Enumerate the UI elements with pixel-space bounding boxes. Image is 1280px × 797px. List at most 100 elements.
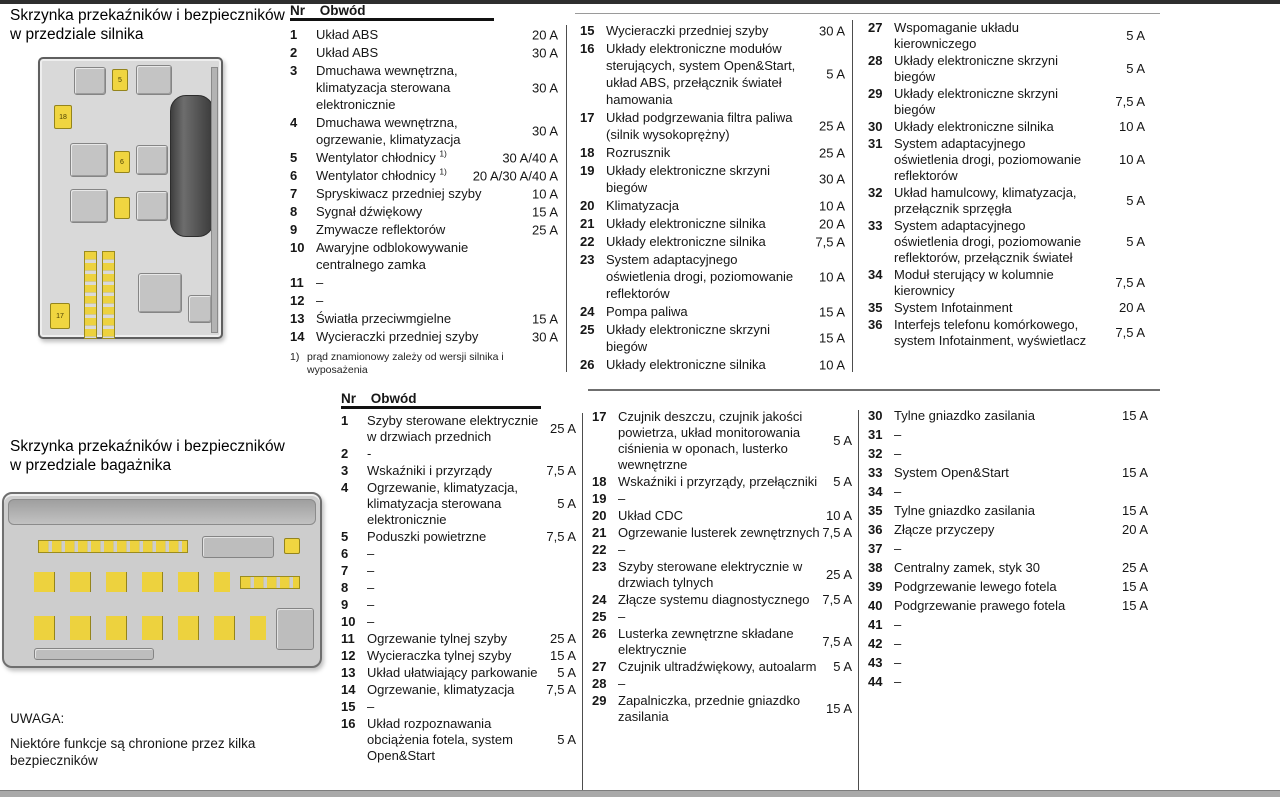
fuse-amperage: 30 A	[818, 23, 845, 38]
fuse-number: 32	[868, 185, 883, 200]
fuse-circuit: Wskaźniki i przyrządy, przełączniki	[618, 474, 818, 489]
fuse-circuit: Układy elektroniczne silnika	[606, 357, 766, 372]
fuse-number: 17	[592, 409, 607, 424]
fuse-circuit: Pompa paliwa	[606, 304, 688, 319]
fuse-amperage: 7,5 A	[546, 529, 576, 544]
connector-strip	[211, 67, 218, 333]
fuse-number: 35	[868, 503, 883, 518]
fuse-circuit: Układy elektroniczne silnika	[606, 234, 766, 249]
fuse-circuit: Poduszki powietrzne	[367, 529, 487, 544]
fuse-number: 11	[341, 631, 355, 646]
fuse-row: 9 Zmywacze reflektorów 25 A	[290, 221, 558, 238]
fuse-number: 30	[868, 408, 883, 423]
fuse-number: 25	[580, 322, 595, 337]
fuse-circuit: Klimatyzacja	[606, 198, 679, 213]
cylinder-component	[170, 95, 214, 237]
relay-block	[70, 143, 108, 177]
fuse-row-strip	[38, 540, 188, 553]
header-nr: Nr	[290, 3, 306, 18]
fuse-amperage: 5 A	[557, 732, 576, 747]
fuse-number: 16	[580, 41, 595, 56]
fuse-circuit: Układy elektroniczne silnika	[894, 119, 1054, 134]
engine-title-line1: Skrzynka przekaźników i bezpieczników	[10, 7, 285, 24]
fuse-row: 27 Wspomaganie układu kierowniczego 5 A	[868, 20, 1145, 52]
fuse-row: 42–	[868, 635, 1148, 653]
fuse-row: 11–	[290, 274, 558, 291]
fuse-circuit: Układy elektroniczne skrzyni biegów	[894, 86, 1059, 117]
fuse-amperage: 10 A	[818, 198, 845, 213]
fuse-row: 36 Interfejs telefonu komórkowego, system…	[868, 317, 1145, 349]
fuse-row: 31–	[868, 426, 1148, 444]
fuse-number: 42	[868, 636, 883, 651]
fuse-number: 30	[868, 119, 883, 134]
fuse-number: 20	[580, 198, 595, 213]
fuse-circuit: Układ ABS	[316, 27, 379, 42]
fuse-row: 13 Światła przeciwmgielne 15 A	[290, 310, 558, 327]
fuse-number: 27	[592, 659, 607, 674]
fuse-row: 26 Lusterka zewnętrzne składane elektrycz…	[592, 626, 852, 658]
fuse-amperage: 20 A	[818, 216, 845, 231]
engine-section-title: Skrzynka przekaźników i bezpieczników w …	[10, 6, 290, 44]
fuse-amperage: 15 A	[549, 648, 576, 663]
fuse-amperage: 15 A	[1121, 465, 1148, 480]
fuse-circuit: System adaptacyjnego oświetlenia drogi, …	[606, 252, 794, 301]
fuse-amperage: 30 A	[818, 171, 845, 187]
fuse-number: 6	[341, 546, 349, 561]
trunk-section-title: Skrzynka przekaźników i bezpieczników w …	[10, 437, 310, 475]
fuse-row: 17 Czujnik deszczu, czujnik jakości powie…	[592, 409, 852, 473]
fuse-row: 6–	[341, 546, 576, 562]
fuse-number: 1	[290, 27, 298, 42]
fuse-number: 27	[868, 20, 883, 35]
fuse-amperage: 10 A	[818, 357, 845, 372]
fuse-row: 4 Ogrzewanie, klimatyzacja, klimatyzacja …	[341, 480, 576, 528]
fuse-row: 21 Układy elektroniczne silnika 20 A	[580, 215, 845, 232]
fuse-amperage: 25 A	[1121, 560, 1148, 575]
fuse-circuit: Spryskiwacz przedniej szyby	[316, 186, 482, 201]
fuse-row: 1 Szyby sterowane elektrycznie w drzwiach…	[341, 413, 576, 445]
fuse-circuit: –	[618, 542, 626, 557]
engine-footnote: 1) prąd znamionowy zależy od wersji siln…	[290, 351, 558, 377]
fuse-number: 12	[341, 648, 356, 663]
fuse-row: 39 Podgrzewanie lewego fotela 15 A	[868, 578, 1148, 596]
fuse-18: 18	[54, 105, 72, 129]
fuse-row: 37–	[868, 540, 1148, 558]
fuse-number: 13	[341, 665, 356, 680]
fuse-amperage: 5 A	[1126, 61, 1145, 76]
fuse-circuit: Zapalniczka, przednie gniazdko zasilania	[618, 693, 801, 724]
fuse-circuit: Układy elektroniczne skrzyni biegów	[894, 53, 1059, 84]
fuse-number: 19	[592, 491, 607, 506]
fuse-row: 32–	[868, 445, 1148, 463]
fuse-circuit: System Infotainment	[894, 300, 1013, 315]
fuse-5: 5	[112, 69, 128, 91]
fuse-amperage: 7,5 A	[1115, 94, 1145, 109]
fuse-row: 24 Pompa paliwa 15 A	[580, 303, 845, 320]
fuse-amperage: 5 A	[557, 496, 576, 511]
fuse-circuit: Lusterka zewnętrzne składane elektryczni…	[618, 626, 794, 657]
fuse-number: 14	[341, 682, 356, 697]
fuse-amperage: 25 A	[818, 118, 845, 134]
fuse-small	[114, 197, 130, 219]
fuse-amperage: 7,5 A	[815, 234, 845, 249]
fuse-row: 23 Szyby sterowane elektrycznie w drzwiac…	[592, 559, 852, 591]
fuse-row: 13 Układ ułatwiający parkowanie 5 A	[341, 665, 576, 681]
fuse-amperage: 10 A	[825, 508, 852, 523]
fuse-row: 23 System adaptacyjnego oświetlenia drogi…	[580, 251, 845, 302]
fuse-row: 43–	[868, 654, 1148, 672]
fuse-amperage: 5 A	[1126, 193, 1145, 208]
fuse-circuit: Szyby sterowane elektrycznie w drzwiach …	[367, 413, 539, 444]
fuse-circuit: Światła przeciwmgielne	[316, 311, 452, 326]
fuse-amperage: 30 A/40 A	[502, 150, 558, 165]
table-top-rule	[588, 389, 1160, 391]
fuse-circuit: Wentylator chłodnicy 1)	[316, 148, 447, 165]
fuse-circuit: Czujnik deszczu, czujnik jakości powietr…	[618, 409, 803, 472]
fuse-row: 28–	[592, 676, 852, 692]
fuse-row: 19 Układy elektroniczne skrzyni biegów 30 …	[580, 162, 845, 196]
fuse-number: 29	[592, 693, 607, 708]
fuse-circuit: –	[618, 676, 626, 691]
fuse-amperage: 15 A	[1121, 579, 1148, 594]
fuse-number: 36	[868, 522, 883, 537]
fuse-amperage: 15 A	[1121, 598, 1148, 613]
fuse-row: 11 Ogrzewanie tylnej szyby 25 A	[341, 631, 576, 647]
fuse-6: 6	[114, 151, 130, 173]
fuse-row: 35 System Infotainment 20 A	[868, 300, 1145, 316]
